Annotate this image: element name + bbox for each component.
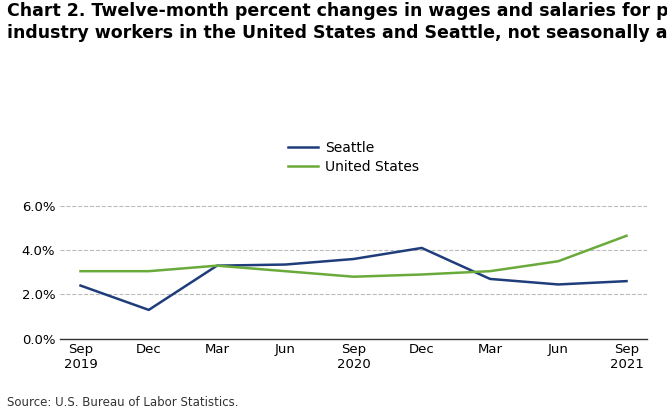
Text: Source: U.S. Bureau of Labor Statistics.: Source: U.S. Bureau of Labor Statistics.	[7, 396, 238, 409]
Legend: Seattle, United States: Seattle, United States	[287, 141, 420, 174]
Text: Chart 2. Twelve-month percent changes in wages and salaries for private
industry: Chart 2. Twelve-month percent changes in…	[7, 2, 667, 42]
